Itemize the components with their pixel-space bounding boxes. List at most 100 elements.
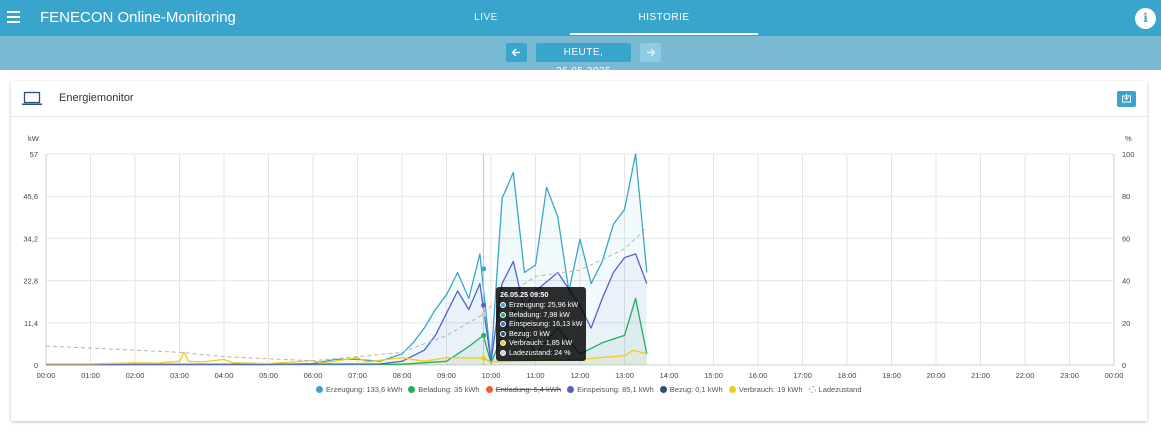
legend-item[interactable]: Erzeugung: 133,6 kWh [316, 385, 402, 394]
x-tick-label: 21:00 [971, 371, 990, 380]
legend-item[interactable]: Bezug: 0,1 kWh [659, 385, 723, 394]
y-left-tick-label: 0 [34, 361, 38, 370]
tooltip-row-label: Beladung: 7,98 kW [509, 309, 570, 319]
info-icon[interactable]: i [1135, 8, 1156, 29]
menu-icon[interactable] [6, 8, 24, 26]
x-tick-label: 06:00 [304, 371, 323, 380]
x-tick-label: 14:00 [660, 371, 679, 380]
tab-live[interactable]: LIVE [474, 12, 498, 23]
tooltip-swatch [500, 321, 506, 328]
tooltip-swatch [500, 330, 506, 337]
x-tick-label: 03:00 [170, 371, 189, 380]
tooltip-row-label: Verbrauch: 1,85 kW [509, 338, 573, 348]
x-tick-label: 08:00 [393, 371, 412, 380]
card-header: Energiemonitor [11, 81, 1147, 117]
tooltip-swatch [500, 340, 506, 347]
tooltip-row: Beladung: 7,98 kW [500, 310, 582, 320]
hover-point [481, 332, 487, 338]
app-title: FENECON Online-Monitoring [40, 9, 236, 26]
legend-swatch [659, 386, 667, 393]
hover-point [481, 266, 487, 272]
hover-point [481, 355, 487, 361]
legend-label: Verbrauch: 19 kWh [738, 385, 803, 394]
hover-point [481, 302, 487, 308]
legend-swatch [408, 386, 416, 393]
tooltip-row: Ladezustand: 24 % [500, 348, 582, 358]
legend-label: Bezug: 0,1 kWh [669, 385, 723, 394]
tooltip-swatch [500, 349, 506, 356]
x-tick-label: 18:00 [838, 371, 857, 380]
series-line-ladezustand [45, 227, 648, 362]
y-right-tick-label: 60 [1122, 234, 1130, 243]
legend-label: Entladung: 5,4 kWh [495, 385, 562, 394]
x-tick-label: 17:00 [793, 371, 812, 380]
legend-swatch [808, 386, 816, 393]
tooltip-swatch [500, 311, 506, 318]
legend-label: Erzeugung: 133,6 kWh [326, 385, 403, 394]
x-tick-label: 02:00 [126, 371, 145, 380]
y-left-tick-label: 11,4 [24, 319, 38, 328]
x-tick-label: 19:00 [882, 371, 901, 380]
legend-item[interactable]: Ladezustand [808, 385, 862, 394]
legend-label: Beladung: 35 kWh [418, 385, 480, 394]
x-tick-label: 22:00 [1016, 371, 1035, 380]
tooltip-row-label: Einspeisung: 16,13 kW [509, 319, 583, 329]
y-right-tick-label: 80 [1122, 192, 1130, 201]
x-tick-label: 20:00 [927, 371, 946, 380]
x-tick-label: 23:00 [1060, 371, 1079, 380]
legend-item[interactable]: Entladung: 5,4 kWh [485, 385, 562, 394]
legend-item[interactable]: Beladung: 35 kWh [408, 385, 480, 394]
card-title: Energiemonitor [59, 92, 134, 104]
y-left-tick-label: 57 [30, 150, 38, 159]
y-left-unit-label: kW [28, 134, 40, 143]
hover-point [481, 311, 487, 317]
download-icon [1122, 94, 1131, 103]
next-day-button[interactable] [640, 43, 661, 62]
tooltip-row: Einspeisung: 16,13 kW [500, 319, 583, 329]
tooltip-row-label: Erzeugung: 25,96 kW [509, 300, 579, 309]
legend-swatch [316, 386, 323, 393]
prev-day-button[interactable] [506, 43, 527, 62]
y-right-tick-label: 40 [1122, 277, 1130, 286]
y-left-tick-label: 45,6 [23, 192, 38, 201]
x-tick-label: 09:00 [437, 371, 456, 380]
tooltip-row: Erzeugung: 25,96 kW [500, 300, 582, 310]
tooltip-row-label: Bezug: 0 kW [509, 328, 550, 338]
top-bar: FENECON Online-Monitoring LIVE HISTORIE … [0, 0, 1161, 36]
x-tick-label: 05:00 [259, 371, 278, 380]
date-display[interactable]: HEUTE, 26.05.2025 [536, 43, 631, 77]
y-right-tick-label: 20 [1122, 319, 1130, 328]
x-tick-label: 07:00 [348, 371, 367, 380]
x-tick-label: 12:00 [571, 371, 590, 380]
tab-historie[interactable]: HISTORIE [638, 12, 690, 23]
legend-label: Ladezustand [818, 385, 862, 394]
chart-legend: Erzeugung: 133,6 kWh Beladung: 35 kWh Entl… [316, 385, 867, 397]
active-tab-indicator [570, 33, 758, 35]
tooltip-swatch [500, 302, 506, 308]
tooltip-row: Bezug: 0 kW [500, 329, 582, 339]
x-tick-label: 00:00 [1105, 371, 1124, 380]
y-right-tick-label: 0 [1122, 361, 1126, 370]
legend-swatch [485, 386, 493, 393]
x-tick-label: 01:00 [81, 371, 100, 380]
y-right-tick-label: 100 [1122, 150, 1135, 159]
arrow-left-icon [511, 48, 520, 57]
legend-swatch [567, 386, 575, 393]
x-tick-label: 15:00 [704, 371, 723, 380]
x-tick-label: 10:00 [482, 371, 501, 380]
chart-tooltip: 26.05.25 09:50 Erzeugung: 25,96 kW Beladu… [496, 287, 586, 361]
y-right-unit-label: % [1125, 134, 1132, 143]
tooltip-row-label: Ladezustand: 24 % [509, 347, 571, 357]
energy-monitor-card: Energiemonitor [11, 81, 1147, 421]
legend-swatch [728, 386, 736, 393]
download-button[interactable] [1117, 91, 1136, 107]
legend-item[interactable]: Verbrauch: 19 kWh [728, 385, 803, 394]
legend-item[interactable]: Einspeisung: 85,1 kWh [567, 385, 654, 394]
x-tick-label: 13:00 [615, 371, 634, 380]
series-line-einspeisung [45, 253, 648, 366]
x-tick-label: 00:00 [37, 371, 56, 380]
x-tick-label: 11:00 [526, 371, 544, 380]
legend-label: Einspeisung: 85,1 kWh [577, 385, 654, 394]
tooltip-title: 26.05.25 09:50 [500, 290, 549, 299]
